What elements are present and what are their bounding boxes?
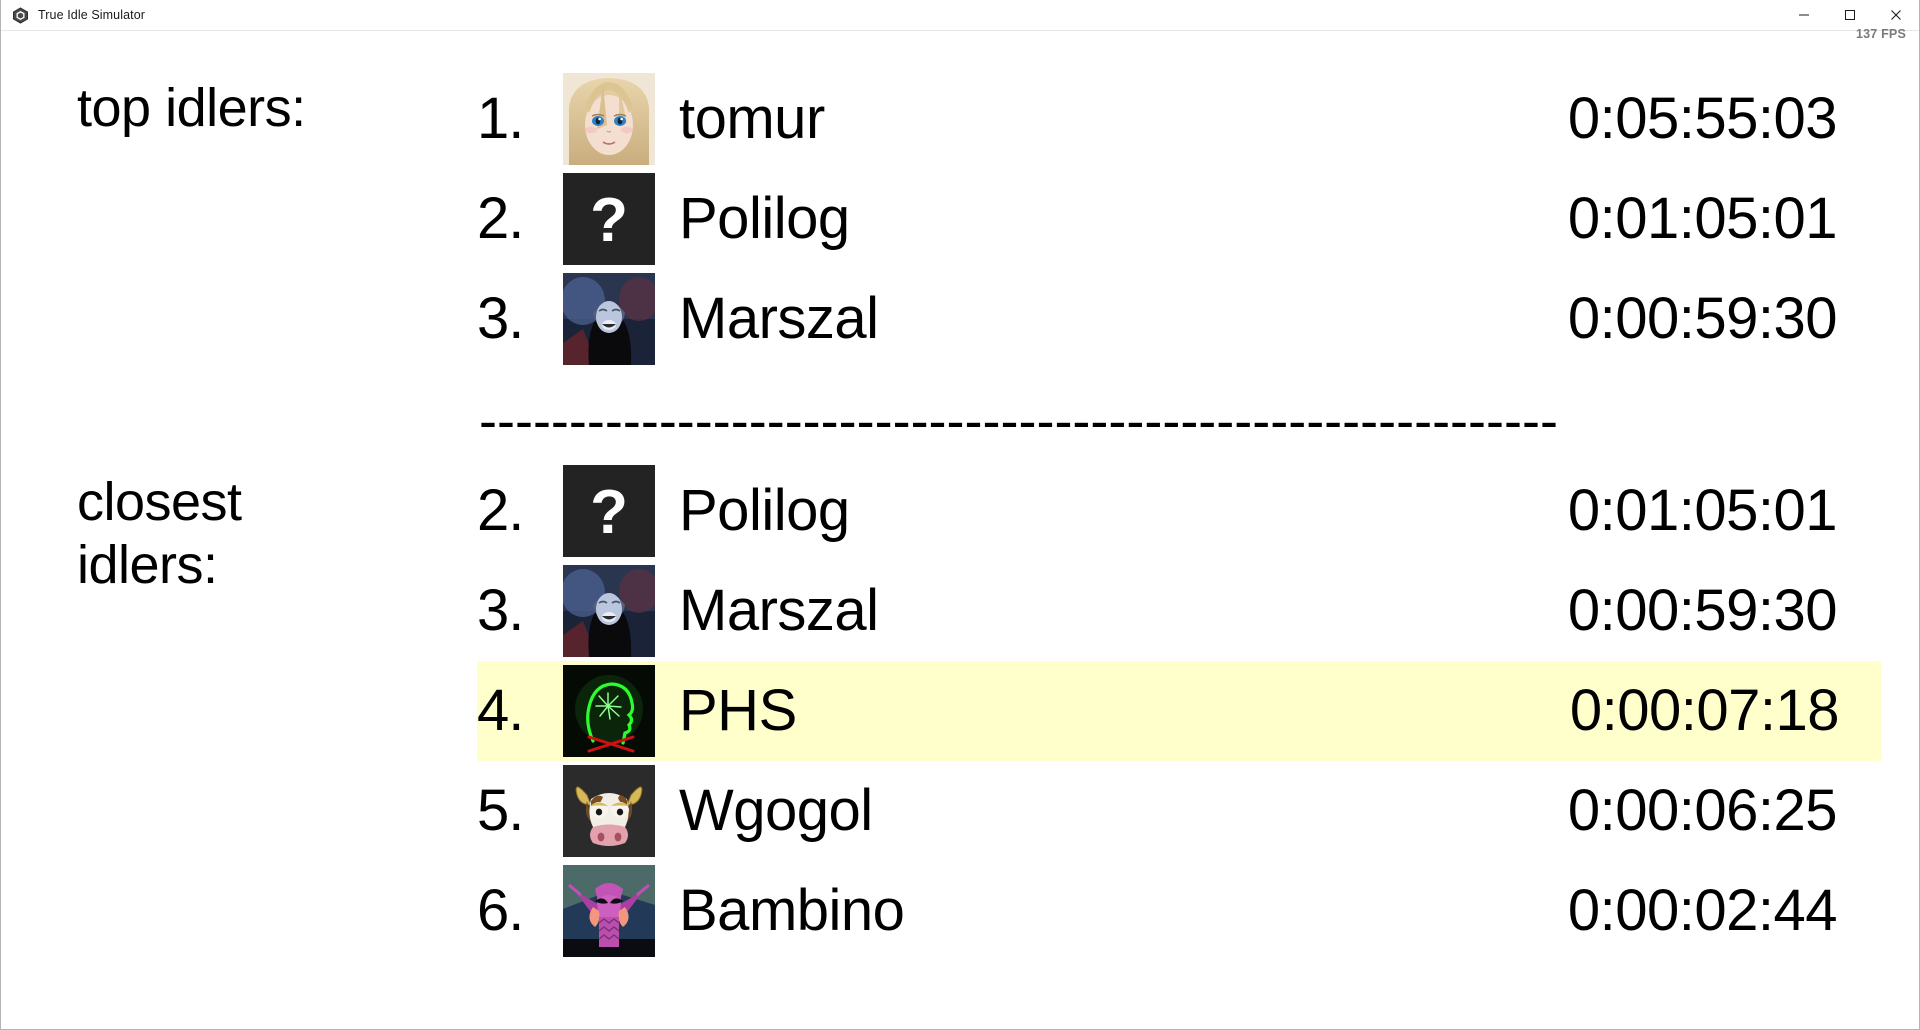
player-name: Marszal <box>679 285 879 351</box>
player-name: Wgogol <box>679 777 873 843</box>
maximize-icon <box>1844 9 1856 21</box>
rank-number: 5. <box>477 778 524 843</box>
closest-idlers-list: 2. ? Polilog 0:01:05:01 3. <box>477 461 1881 961</box>
rank-number: 2. <box>477 186 524 251</box>
list-item-current-player[interactable]: 4. <box>477 661 1881 761</box>
player-name: Polilog <box>679 477 850 543</box>
cow-head-avatar <box>563 765 655 857</box>
pink-creature-avatar <box>563 865 655 957</box>
window-title: True Idle Simulator <box>38 8 146 22</box>
anime-blonde-girl-avatar <box>563 73 655 165</box>
close-icon <box>1890 9 1902 21</box>
player-time: 0:00:02:44 <box>1567 877 1838 943</box>
player-name: PHS <box>679 677 797 743</box>
player-name: Bambino <box>679 877 905 943</box>
player-time: 0:01:05:01 <box>1567 477 1838 543</box>
rank-number: 6. <box>477 878 524 943</box>
list-item[interactable]: 2. ? Polilog 0:01:05:01 <box>477 169 1879 269</box>
rank-number: 3. <box>477 578 524 643</box>
section-divider: ----------------------------------------… <box>479 413 1879 433</box>
player-time: 0:01:05:01 <box>1567 185 1838 251</box>
minimize-button[interactable] <box>1781 0 1827 31</box>
question-mark-avatar: ? <box>563 465 655 557</box>
fps-counter: 137 FPS <box>1855 27 1906 41</box>
player-name: tomur <box>679 85 825 151</box>
title-bar: True Idle Simulator <box>1 0 1919 31</box>
player-time: 0:00:06:25 <box>1567 777 1838 843</box>
player-time: 0:00:59:30 <box>1567 285 1838 351</box>
player-time: 0:00:07:18 <box>1569 677 1840 743</box>
player-time: 0:00:59:30 <box>1567 577 1838 643</box>
list-item[interactable]: 3. <box>477 561 1879 661</box>
rank-number: 1. <box>477 86 524 151</box>
svg-text:?: ? <box>590 478 628 547</box>
player-name: Marszal <box>679 577 879 643</box>
player-time: 0:05:55:03 <box>1567 85 1838 151</box>
player-name: Polilog <box>679 185 850 251</box>
maximize-button[interactable] <box>1827 0 1873 31</box>
window-controls <box>1781 0 1919 31</box>
top-idlers-list: 1. <box>477 69 1879 369</box>
list-item[interactable]: 6. <box>477 861 1879 961</box>
game-viewport: top idlers: closest idlers: 1. <box>1 31 1919 1029</box>
unity-cube-icon <box>12 6 29 24</box>
rank-number: 2. <box>477 478 524 543</box>
question-mark-avatar: ? <box>563 173 655 265</box>
rank-number: 3. <box>477 286 524 351</box>
hooded-figure-avatar <box>563 273 655 365</box>
minimize-icon <box>1798 9 1810 21</box>
close-button[interactable] <box>1873 0 1919 31</box>
rank-number: 4. <box>477 678 524 743</box>
svg-text:?: ? <box>590 186 628 255</box>
neon-green-head-avatar <box>563 665 655 757</box>
list-item[interactable]: 5. <box>477 761 1879 861</box>
list-item[interactable]: 2. ? Polilog 0:01:05:01 <box>477 461 1879 561</box>
title-bar-left: True Idle Simulator <box>1 6 146 24</box>
hooded-figure-avatar <box>563 565 655 657</box>
closest-idlers-label: closest idlers: <box>77 472 242 596</box>
list-item[interactable]: 1. <box>477 69 1879 169</box>
list-item[interactable]: 3. <box>477 269 1879 369</box>
top-idlers-label: top idlers: <box>77 78 306 138</box>
